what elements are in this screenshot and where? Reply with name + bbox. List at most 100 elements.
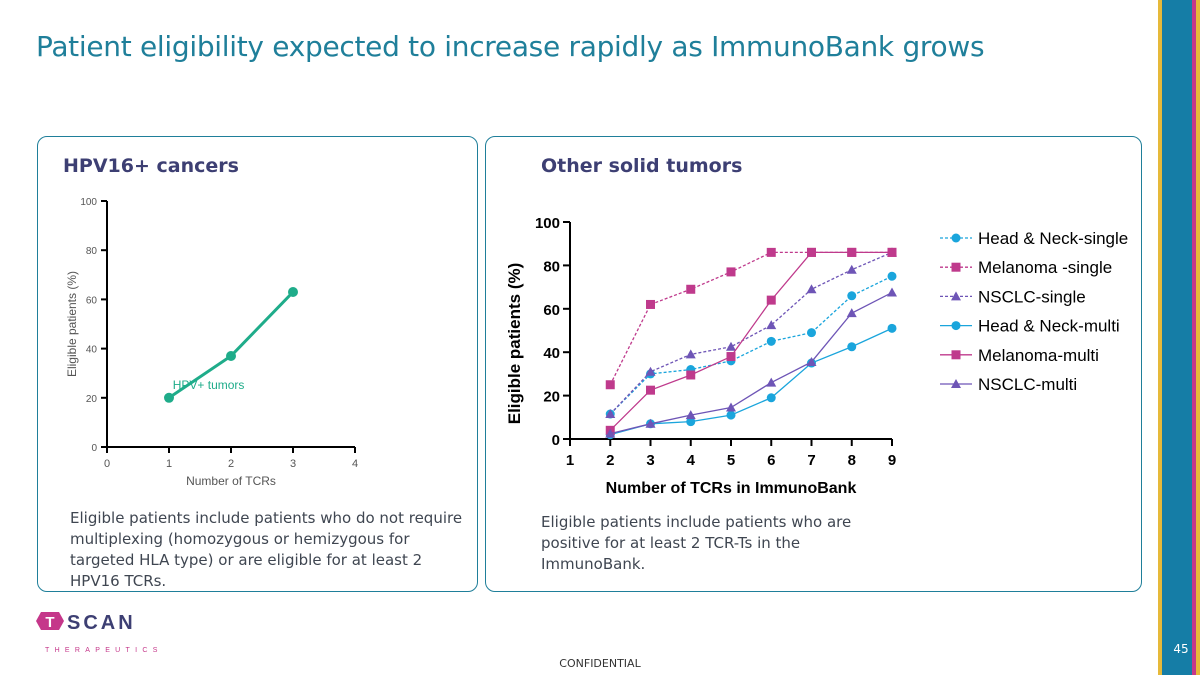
data-point: [605, 409, 616, 419]
data-point: [847, 291, 857, 301]
x-tick-label: 6: [767, 452, 775, 469]
series-line: [609, 251, 892, 431]
solid-tumors-eligibility-note: Eligible patients include patients who a…: [541, 513, 852, 573]
data-point: [887, 271, 897, 281]
hpv-eligibility-note: Eligible patients include patients who d…: [70, 509, 463, 590]
page-title: Patient eligibility expected to increase…: [36, 30, 985, 63]
y-tick-label: 40: [86, 345, 98, 356]
y-tick-label: 80: [86, 246, 98, 257]
x-axis-label: Number of TCRs: [186, 474, 276, 488]
x-tick-label: 4: [352, 458, 358, 470]
hpv-chart: 0 20 40 60 80 100 0 1 2 3 4 Number of TCRs Eligible …: [65, 197, 358, 488]
legend-label: Melanoma -single: [978, 258, 1112, 277]
logo-hexagon-icon: [36, 612, 64, 630]
brand-side-bar: [1158, 0, 1200, 675]
data-point: [806, 356, 817, 366]
data-point: [766, 320, 777, 330]
x-tick-label: 5: [727, 452, 735, 469]
legend-label: Head & Neck-multi: [978, 317, 1120, 336]
x-tick-label: 9: [888, 452, 896, 469]
legend-label: NSCLC-multi: [978, 375, 1077, 394]
tscan-logo: T SCAN THERAPEUTICS: [36, 612, 176, 661]
y-tick-label: 100: [80, 197, 97, 208]
y-tick-label: 60: [86, 295, 98, 306]
x-tick-label: 1: [166, 458, 172, 470]
legend-label: NSCLC-single: [978, 287, 1086, 306]
legend-label: Melanoma-multi: [978, 346, 1099, 365]
y-tick-label: 80: [543, 258, 560, 275]
legend-marker: [951, 379, 961, 388]
data-point: [807, 247, 816, 257]
data-point: [887, 287, 897, 297]
logo-t-letter: T: [45, 614, 54, 631]
y-tick-label: 60: [543, 302, 560, 319]
y-tick-label: 0: [552, 432, 560, 449]
x-tick-label: 2: [228, 458, 234, 470]
data-point: [807, 328, 816, 338]
data-point: [646, 299, 655, 309]
x-tick-label: 8: [848, 452, 856, 469]
y-tick-label: 20: [543, 389, 560, 406]
data-point: [645, 366, 656, 376]
x-tick-label: 3: [290, 458, 296, 470]
y-tick-label: 20: [86, 394, 98, 405]
legend-marker: [951, 233, 961, 243]
x-tick-label: 2: [606, 452, 614, 469]
legend-marker: [951, 262, 961, 272]
hpv-panel-title: HPV16+ cancers: [63, 155, 239, 177]
hpv-data-point: [288, 287, 298, 298]
legend-marker: [951, 350, 961, 360]
data-point: [766, 336, 776, 346]
data-point: [726, 267, 736, 277]
data-point: [686, 284, 696, 294]
logo-therapeutics-text: THERAPEUTICS: [45, 647, 163, 654]
data-point: [887, 323, 897, 333]
legend-marker: [951, 291, 961, 301]
legend-marker: [951, 321, 961, 331]
data-point: [686, 417, 696, 427]
data-point: [726, 402, 736, 412]
y-tick-label: 100: [535, 215, 560, 232]
data-point: [847, 342, 857, 352]
x-tick-label: 3: [646, 452, 654, 469]
data-point: [645, 418, 656, 428]
data-point: [766, 295, 776, 305]
data-point: [847, 247, 857, 257]
data-point: [605, 428, 616, 438]
data-point: [766, 377, 777, 387]
data-point: [766, 247, 776, 257]
y-tick-label: 40: [543, 345, 560, 362]
hpv-data-point: [164, 392, 174, 403]
x-tick-label: 4: [687, 452, 696, 469]
data-point: [846, 308, 857, 318]
x-tick-label: 0: [104, 458, 110, 470]
series-line: [610, 291, 893, 435]
data-point: [646, 385, 655, 395]
hpv-annotation: HPV+ tumors: [173, 378, 245, 392]
x-axis-label: Number of TCRs in ImmunoBank: [606, 480, 857, 497]
y-axis-label: Eligible patients (%): [505, 263, 524, 425]
data-point: [726, 341, 736, 351]
data-point: [685, 349, 696, 359]
series-line: [610, 327, 893, 436]
data-point: [806, 284, 817, 294]
series-line: [609, 251, 893, 415]
x-tick-label: 1: [566, 452, 574, 469]
data-point: [726, 410, 736, 420]
logo-scan-text: SCAN: [67, 612, 136, 634]
hpv-data-point: [226, 350, 236, 361]
legend-label: Head & Neck-single: [978, 229, 1128, 248]
x-tick-label: 7: [807, 452, 815, 469]
hpv-panel: [37, 136, 478, 592]
data-point: [846, 264, 857, 274]
series-line: [609, 275, 893, 415]
solid-tumors-panel-title: Other solid tumors: [541, 155, 743, 177]
data-point: [605, 380, 615, 390]
page-number: 45: [1173, 642, 1189, 656]
data-point: [726, 352, 736, 362]
data-point: [685, 410, 696, 420]
y-axis-label: Eligible patients (%): [65, 271, 79, 377]
data-point: [887, 247, 897, 257]
solid-tumors-chart: 0 20 40 60 80 100 1 2 3 4 5 6 7 8 9 Number of TCRs in I…: [505, 215, 1128, 497]
confidential-label: CONFIDENTIAL: [559, 657, 641, 670]
